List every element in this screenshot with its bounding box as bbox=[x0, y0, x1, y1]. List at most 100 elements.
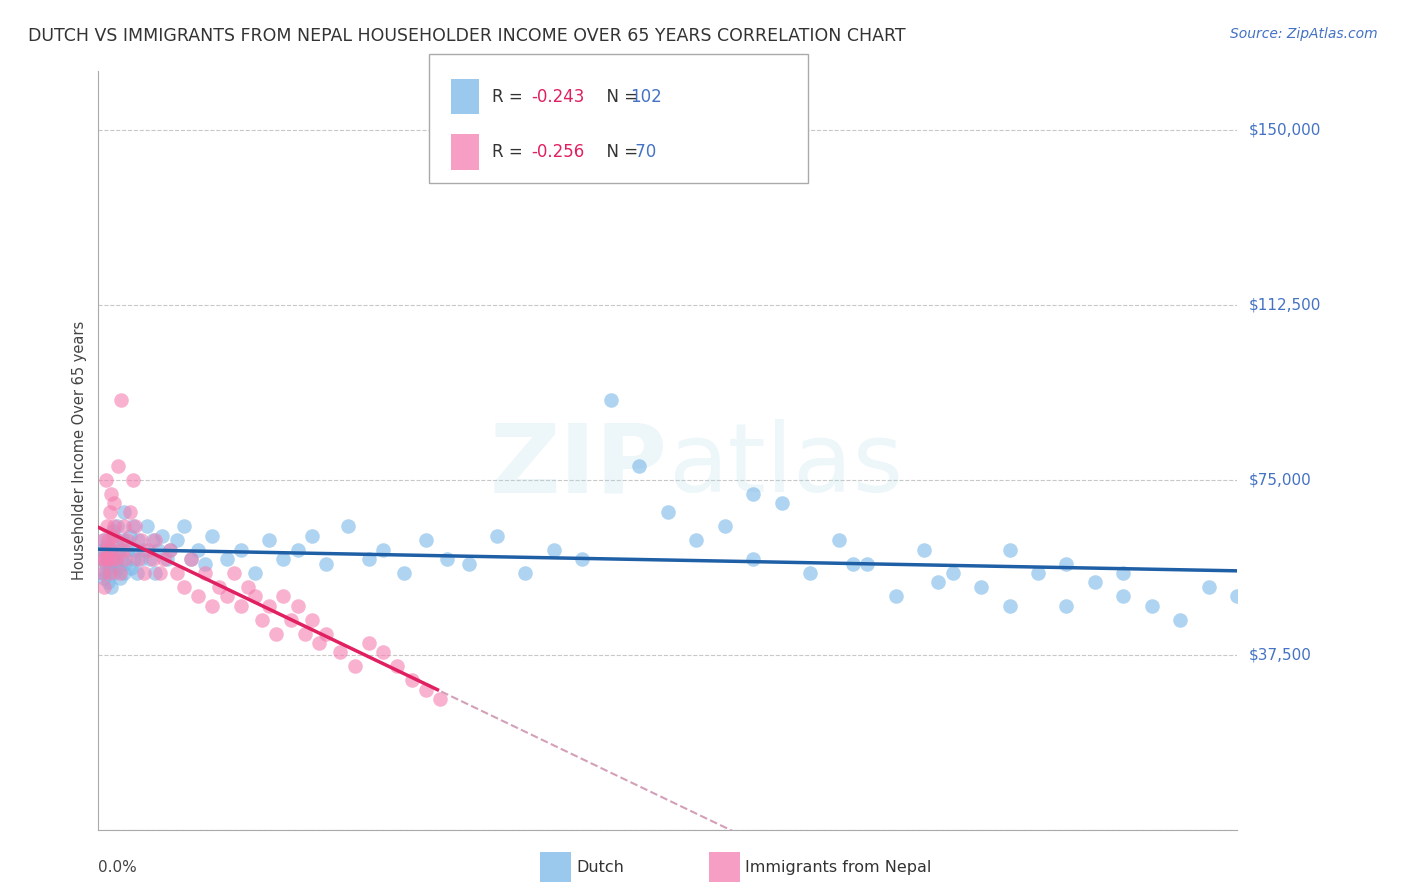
Point bbox=[243, 589, 266, 603]
Point bbox=[315, 626, 337, 640]
Point bbox=[308, 636, 330, 650]
Point bbox=[98, 561, 121, 575]
Point bbox=[1084, 575, 1107, 590]
Point bbox=[124, 542, 146, 557]
Point bbox=[243, 566, 266, 580]
Point bbox=[259, 599, 281, 613]
Point bbox=[112, 519, 135, 533]
Point bbox=[156, 552, 179, 566]
Point bbox=[799, 566, 821, 580]
Point bbox=[149, 566, 172, 580]
Point bbox=[108, 571, 131, 585]
Point bbox=[97, 552, 120, 566]
Point bbox=[97, 533, 120, 548]
Point bbox=[104, 557, 127, 571]
Point bbox=[108, 542, 131, 557]
Point bbox=[90, 552, 112, 566]
Point bbox=[486, 528, 509, 542]
Point bbox=[125, 566, 148, 580]
Point bbox=[1198, 580, 1220, 594]
Point bbox=[100, 580, 122, 594]
Point bbox=[856, 557, 879, 571]
Point bbox=[104, 552, 127, 566]
Point bbox=[229, 542, 252, 557]
Point bbox=[127, 552, 149, 566]
Point bbox=[115, 542, 138, 557]
Text: 0.0%: 0.0% bbox=[98, 860, 138, 875]
Point bbox=[97, 552, 120, 566]
Text: -0.243: -0.243 bbox=[531, 87, 585, 105]
Point bbox=[259, 533, 281, 548]
Point bbox=[912, 542, 935, 557]
Point bbox=[94, 557, 117, 571]
Point bbox=[287, 542, 309, 557]
Point bbox=[96, 519, 118, 533]
Point bbox=[110, 552, 132, 566]
Point bbox=[429, 692, 451, 706]
Point bbox=[173, 519, 195, 533]
Point bbox=[394, 566, 416, 580]
Point bbox=[415, 533, 437, 548]
Point bbox=[1226, 589, 1249, 603]
Y-axis label: Householder Income Over 65 years: Householder Income Over 65 years bbox=[72, 321, 87, 580]
Point bbox=[100, 486, 122, 500]
Point bbox=[91, 533, 114, 548]
Point bbox=[101, 528, 124, 542]
Text: $150,000: $150,000 bbox=[1249, 122, 1320, 137]
Point bbox=[173, 580, 195, 594]
Text: R =: R = bbox=[492, 143, 529, 161]
Point bbox=[98, 505, 121, 519]
Point bbox=[120, 561, 142, 575]
Point bbox=[129, 552, 152, 566]
Point bbox=[112, 505, 135, 519]
Point bbox=[101, 524, 124, 538]
Point bbox=[828, 533, 851, 548]
Point bbox=[94, 473, 117, 487]
Point bbox=[96, 552, 118, 566]
Point bbox=[215, 552, 238, 566]
Text: -0.256: -0.256 bbox=[531, 143, 585, 161]
Point bbox=[215, 589, 238, 603]
Point bbox=[93, 552, 115, 566]
Point bbox=[122, 552, 145, 566]
Point bbox=[138, 552, 160, 566]
Point bbox=[91, 566, 114, 580]
Point bbox=[180, 552, 202, 566]
Point bbox=[600, 393, 623, 408]
Text: N =: N = bbox=[596, 143, 644, 161]
Point bbox=[100, 542, 122, 557]
Point bbox=[153, 552, 176, 566]
Point bbox=[103, 519, 125, 533]
Point bbox=[105, 547, 128, 561]
Text: $112,500: $112,500 bbox=[1249, 297, 1320, 312]
Point bbox=[111, 542, 134, 557]
Text: N =: N = bbox=[596, 87, 644, 105]
Point bbox=[571, 552, 593, 566]
Text: Immigrants from Nepal: Immigrants from Nepal bbox=[745, 860, 932, 874]
Point bbox=[136, 542, 159, 557]
Text: $37,500: $37,500 bbox=[1249, 647, 1312, 662]
Point bbox=[115, 533, 138, 548]
Point bbox=[927, 575, 949, 590]
Point bbox=[942, 566, 965, 580]
Point bbox=[273, 552, 295, 566]
Point bbox=[336, 519, 359, 533]
Point bbox=[250, 613, 273, 627]
Point bbox=[132, 566, 155, 580]
Point bbox=[152, 528, 174, 542]
Point bbox=[110, 393, 132, 408]
Point bbox=[1140, 599, 1163, 613]
Point bbox=[132, 542, 155, 557]
Point bbox=[1026, 566, 1049, 580]
Point bbox=[105, 519, 128, 533]
Point bbox=[201, 599, 224, 613]
Point bbox=[998, 599, 1021, 613]
Point bbox=[98, 566, 121, 580]
Point bbox=[770, 496, 793, 510]
Point bbox=[107, 561, 129, 575]
Point bbox=[201, 528, 224, 542]
Point bbox=[159, 542, 181, 557]
Point bbox=[301, 528, 323, 542]
Point bbox=[96, 538, 118, 552]
Point bbox=[657, 505, 679, 519]
